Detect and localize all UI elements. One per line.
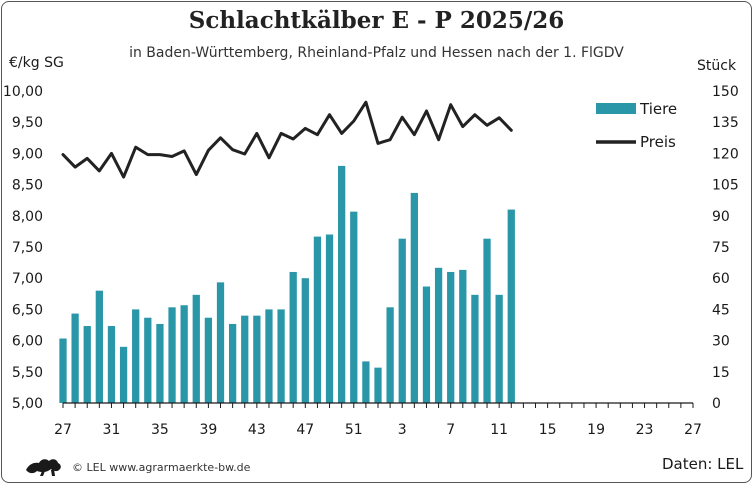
bar — [95, 290, 103, 403]
bar — [216, 282, 225, 403]
bar — [107, 326, 116, 403]
bar — [350, 211, 358, 403]
bar — [156, 323, 164, 403]
y-tick-label: 6,50 — [12, 302, 43, 318]
y2-tick-label: 15 — [712, 365, 730, 381]
y2-tick-label: 90 — [712, 209, 730, 225]
price-line — [61, 100, 513, 179]
y-axis-label-left: €/kg SG — [9, 55, 64, 71]
bar — [204, 317, 213, 403]
bar — [277, 309, 285, 403]
x-tick-label: 15 — [539, 422, 557, 438]
bar — [459, 269, 467, 403]
bar — [168, 307, 176, 403]
y-axis-label-right: Stück — [697, 58, 737, 74]
y2-tick-label: 45 — [712, 302, 730, 318]
data-source: Daten: LEL — [662, 455, 744, 473]
bar — [410, 192, 418, 403]
legend: Tiere Preis — [596, 100, 677, 151]
lion-emblem-icon — [26, 459, 61, 476]
bar — [495, 294, 503, 403]
bar — [144, 317, 152, 403]
chart-subtitle: in Baden-Württemberg, Rheinland-Pfalz un… — [129, 45, 624, 61]
bars-layer — [59, 165, 515, 403]
bar — [471, 294, 479, 403]
x-tick-label: 7 — [446, 422, 455, 438]
x-tick-label: 47 — [296, 422, 314, 438]
bar — [338, 165, 346, 403]
x-tick-label: 51 — [345, 422, 363, 438]
y-tick-label: 9,00 — [12, 146, 43, 162]
bar — [386, 307, 394, 403]
x-tick-label: 43 — [248, 422, 266, 438]
x-tick-label: 27 — [54, 422, 72, 438]
y2-tick-label: 135 — [712, 115, 739, 131]
line-layer — [61, 100, 513, 179]
y2-tick-label: 120 — [712, 146, 739, 162]
bar — [362, 361, 370, 403]
y2-tick-label: 75 — [712, 240, 730, 256]
bar — [313, 236, 322, 403]
y-tick-label: 7,00 — [12, 271, 43, 287]
y-tick-label: 5,50 — [12, 365, 43, 381]
legend-label-line: Preis — [640, 133, 676, 151]
y2-tick-label: 60 — [712, 271, 730, 287]
y-tick-label: 8,50 — [12, 178, 43, 194]
y-tick-label: 8,00 — [12, 209, 43, 225]
chart-title: Schlachtkälber E - P 2025/26 — [188, 7, 565, 34]
bar — [132, 309, 140, 403]
bar — [398, 238, 406, 403]
bar — [253, 315, 261, 403]
bar — [71, 313, 79, 403]
x-tick-label: 27 — [684, 422, 702, 438]
x-tick-label: 19 — [587, 422, 605, 438]
x-tick-label: 35 — [151, 422, 169, 438]
x-tick-label: 11 — [490, 422, 508, 438]
bar — [483, 238, 491, 403]
bar — [374, 367, 382, 403]
bar — [83, 326, 91, 403]
bar — [507, 209, 515, 403]
bar — [119, 346, 128, 403]
x-tick-label: 23 — [636, 422, 654, 438]
bar — [325, 234, 334, 403]
y-tick-label: 5,00 — [12, 396, 43, 412]
bar — [180, 305, 188, 403]
x-tick-label: 31 — [103, 422, 121, 438]
bar — [192, 294, 200, 403]
y2-tick-label: 30 — [712, 334, 730, 350]
bar — [289, 271, 297, 403]
y-tick-label: 9,50 — [12, 115, 43, 131]
axes-layer: 27 31 35 39 43 47 51 3 7 11 15 19 23 27 5,00 5,50 6,00 6,… — [3, 84, 739, 438]
y-tick-label: 10,00 — [3, 84, 43, 100]
bar — [59, 338, 67, 403]
bar — [434, 267, 443, 403]
y-tick-label: 6,00 — [12, 334, 43, 350]
copyright-credit: © LEL www.agrarmaerkte-bw.de — [72, 461, 251, 474]
bar — [301, 278, 309, 403]
y-tick-label: 7,50 — [12, 240, 43, 256]
y2-tick-label: 150 — [712, 84, 739, 100]
bar — [422, 286, 431, 403]
x-tick-label: 39 — [199, 422, 217, 438]
bar — [447, 271, 455, 403]
bar — [265, 309, 273, 403]
bar — [241, 315, 249, 403]
legend-swatch-bars — [596, 103, 636, 114]
legend-label-bars: Tiere — [639, 100, 677, 118]
y2-tick-label: 105 — [712, 178, 739, 194]
y2-tick-label: 0 — [712, 396, 721, 412]
bar — [228, 323, 237, 403]
x-tick-label: 3 — [398, 422, 407, 438]
